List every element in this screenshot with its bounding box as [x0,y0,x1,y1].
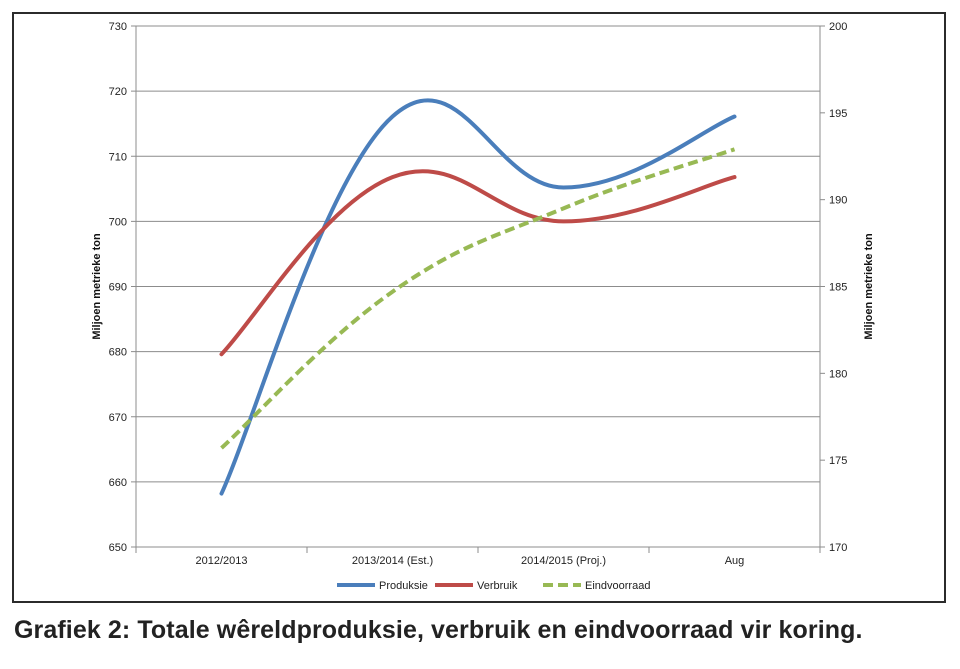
y-left-tick-label: 700 [109,216,127,228]
y-axis-left-title: Miljoen metrieke ton [91,233,103,340]
y-right-tick-label: 185 [829,282,847,294]
chart-frame: 650 660 670 680 690 700 710 720 730 170 175 180 185 1… [12,12,946,603]
tick-labels: 650 660 670 680 690 700 710 720 730 170 175 180 185 1… [109,21,848,567]
series-lines [219,98,737,496]
y-left-tick-label: 720 [109,86,127,98]
y-right-tick-label: 195 [829,108,847,120]
y-axis-right-title: Miljoen metrieke ton [863,233,875,340]
legend-label-eindvoorraad: Eindvoorraad [585,580,650,592]
y-left-tick-label: 680 [109,347,127,359]
y-left-tick-label: 730 [109,21,127,33]
y-left-tick-label: 670 [109,412,127,424]
y-left-tick-label: 650 [109,542,127,554]
legend: Produksie Verbruik Eindvoorraad [337,580,650,592]
series-line-eindvoorraad [220,147,736,450]
y-left-tick-label: 690 [109,282,127,294]
line-chart: 650 660 670 680 690 700 710 720 730 170 175 180 185 1… [91,21,875,592]
x-tick-label: Aug [725,555,745,567]
legend-label-verbruik: Verbruik [477,580,518,592]
x-tick-label: 2012/2013 [196,555,248,567]
axes [131,25,825,553]
y-left-tick-label: 660 [109,477,127,489]
y-right-tick-label: 190 [829,195,847,207]
y-right-tick-label: 175 [829,455,847,467]
x-tick-label: 2013/2014 (Est.) [352,555,433,567]
x-tick-label: 2014/2015 (Proj.) [521,555,606,567]
gridlines [136,25,820,483]
y-right-tick-label: 200 [829,21,847,33]
y-left-tick-label: 710 [109,151,127,163]
series-line-verbruik [219,169,737,357]
y-right-tick-label: 170 [829,542,847,554]
chart-caption: Grafiek 2: Totale wêreldproduksie, verbr… [14,616,863,644]
series-line-produksie [219,98,737,496]
y-right-tick-label: 180 [829,368,847,380]
legend-label-produksie: Produksie [379,580,428,592]
